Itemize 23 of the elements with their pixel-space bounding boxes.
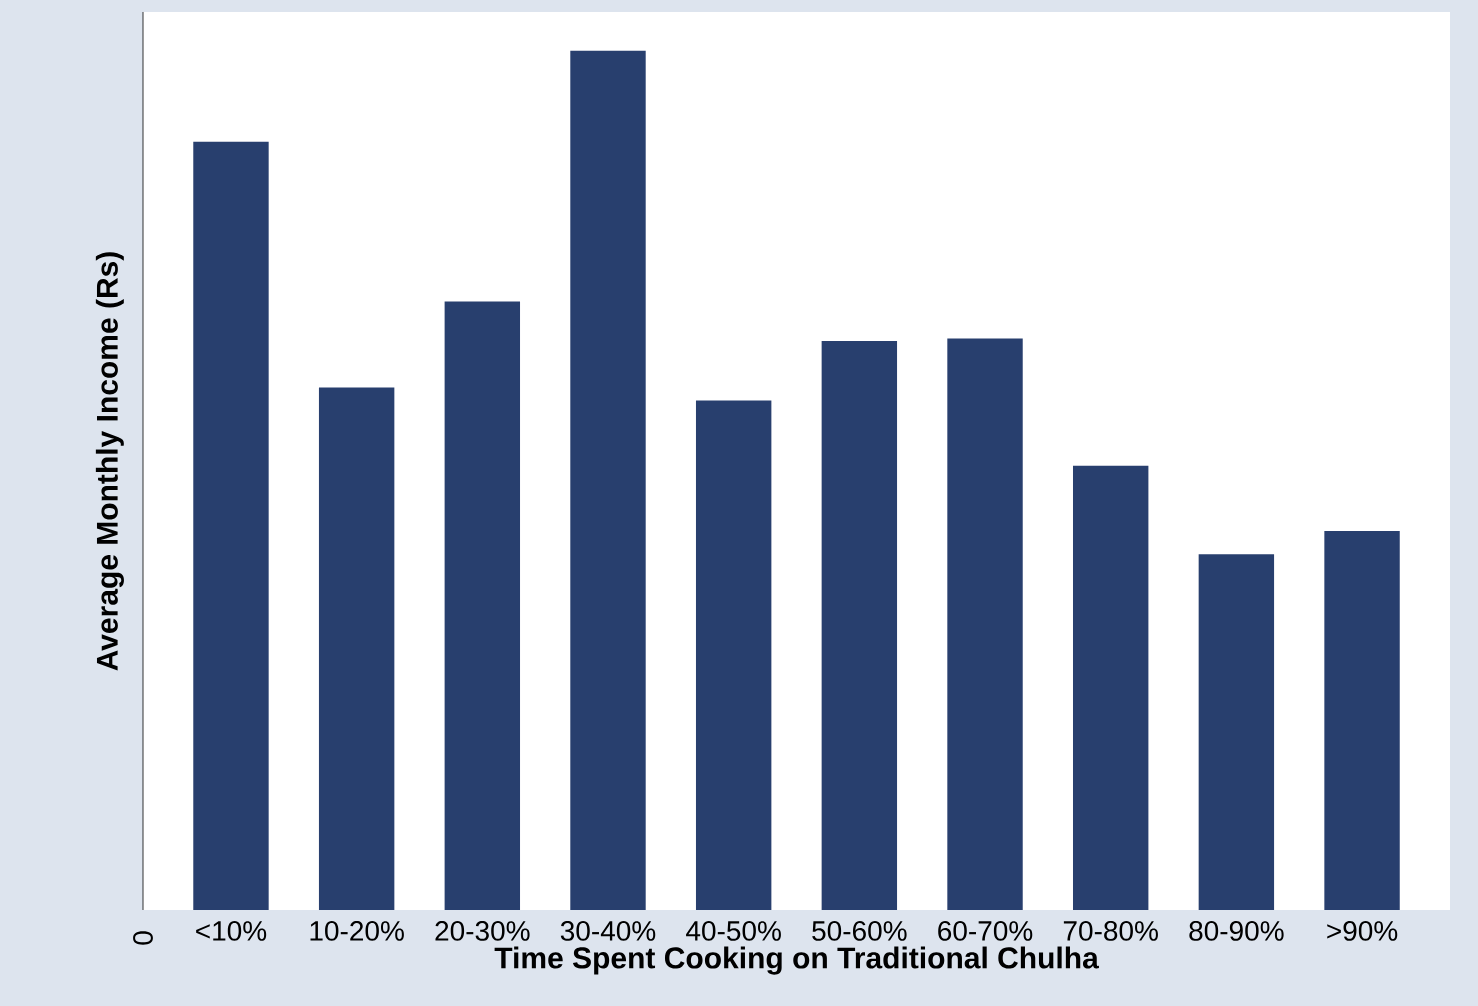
bar — [695, 400, 772, 910]
x-axis-title: Time Spent Cooking on Traditional Chulha — [494, 946, 1099, 975]
bar — [1198, 554, 1275, 910]
x-tick-label: 40-50% — [686, 921, 781, 941]
x-tick-label: 70-80% — [1063, 921, 1158, 941]
x-tick-label: 60-70% — [938, 921, 1033, 941]
x-tick-label: 10-20% — [310, 921, 404, 941]
bar — [444, 301, 521, 910]
bar — [193, 141, 269, 910]
bar — [947, 338, 1023, 910]
bar — [570, 50, 646, 910]
bar — [821, 341, 898, 910]
bar — [318, 387, 395, 910]
bar — [1072, 465, 1149, 910]
x-tick-label: 20-30% — [435, 921, 530, 941]
x-tick-label: 50-60% — [812, 921, 907, 941]
x-tick-label: 80-90% — [1189, 921, 1284, 941]
text: 0 — [133, 931, 153, 945]
x-tick-label: >90% — [1327, 921, 1398, 941]
x-tick-label: 30-40% — [560, 921, 656, 941]
y-axis-title: Average Monthly Income (Rs) — [95, 252, 124, 671]
x-tick-label: <10% — [196, 921, 267, 941]
bar — [1324, 531, 1400, 910]
